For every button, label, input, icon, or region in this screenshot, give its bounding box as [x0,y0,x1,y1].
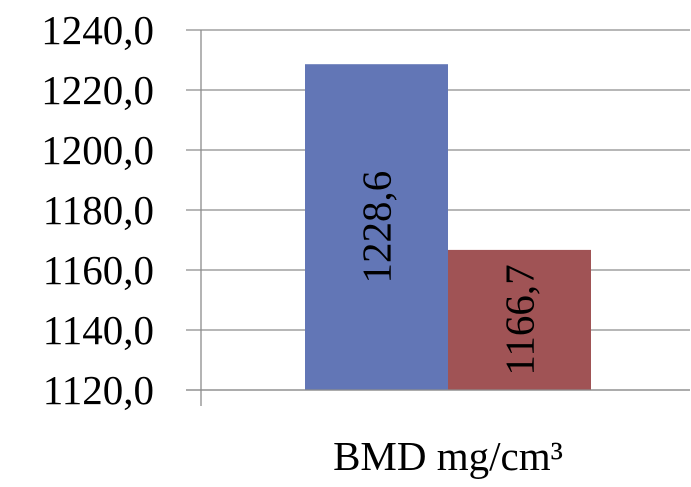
data-labels: 1228,6 1166,7 [354,171,543,376]
data-label-series-2: 1166,7 [497,264,543,375]
y-tick-label: 1160,0 [43,247,154,293]
y-tick-label: 1140,0 [43,307,154,353]
bar-series-2 [448,249,591,390]
bar-series-1 [305,64,448,390]
data-label-series-1: 1228,6 [354,171,400,284]
y-tick-label: 1240,0 [41,7,154,53]
y-tick-label: 1120,0 [43,367,154,413]
y-axis-tick-labels: 1120,0 1140,0 1160,0 1180,0 1200,0 1220,0 1240… [41,7,154,413]
bars [305,64,591,390]
x-category-label: BMD mg/cm³ [333,433,563,479]
y-tick-label: 1180,0 [43,187,154,233]
y-tick-label: 1200,0 [41,127,154,173]
y-tick-label: 1220,0 [41,67,154,113]
